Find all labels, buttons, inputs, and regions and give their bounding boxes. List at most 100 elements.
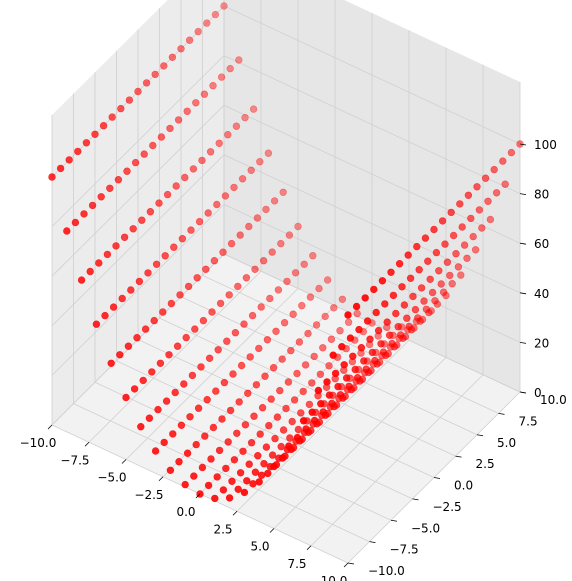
data-point — [160, 438, 168, 447]
data-point — [437, 280, 445, 288]
y-tick — [433, 477, 441, 479]
data-point — [133, 334, 141, 342]
data-point — [499, 157, 507, 165]
data-point — [323, 276, 332, 284]
data-point — [234, 485, 242, 493]
data-point — [396, 331, 405, 339]
data-point — [188, 371, 197, 380]
data-point — [176, 291, 184, 299]
data-point — [349, 352, 357, 360]
data-point — [229, 370, 237, 378]
data-point — [443, 258, 452, 266]
data-point — [95, 259, 103, 267]
data-point — [122, 393, 130, 402]
data-point — [71, 218, 80, 227]
data-point — [278, 355, 286, 363]
data-point — [182, 333, 190, 342]
y-tick-label: 0.0 — [454, 479, 473, 493]
y-tick-label: 5.0 — [497, 436, 516, 450]
data-point — [225, 494, 234, 502]
data-point — [300, 260, 308, 268]
data-point — [214, 346, 222, 354]
data-point — [299, 417, 308, 425]
data-point — [212, 387, 220, 395]
data-point — [199, 316, 208, 325]
data-point — [250, 412, 258, 420]
data-point — [251, 468, 260, 476]
data-point — [262, 205, 270, 214]
data-point — [118, 294, 126, 303]
data-point — [226, 64, 234, 73]
data-point — [291, 269, 300, 277]
data-point — [135, 277, 144, 286]
data-point — [285, 442, 293, 450]
x-tick-label: −7.5 — [60, 453, 89, 467]
data-point — [48, 173, 56, 181]
data-point — [271, 434, 279, 443]
grid-line — [51, 154, 225, 327]
data-point — [383, 318, 391, 326]
x-tick-label: −2.5 — [134, 488, 163, 502]
data-point — [284, 378, 293, 386]
data-point — [481, 174, 490, 182]
data-point — [501, 180, 509, 188]
data-point — [446, 271, 454, 280]
data-point — [193, 274, 201, 282]
data-point — [156, 359, 165, 367]
data-point — [372, 308, 380, 317]
x-tick — [195, 493, 201, 499]
data-point — [129, 225, 137, 233]
data-point — [414, 314, 422, 322]
data-point — [224, 131, 232, 139]
data-point — [180, 380, 188, 388]
data-point — [403, 314, 411, 322]
data-point — [279, 426, 288, 434]
data-point — [245, 222, 253, 231]
data-point — [77, 276, 86, 284]
data-point — [148, 368, 156, 376]
data-point — [486, 215, 495, 224]
z-tick — [519, 143, 527, 146]
data-point — [162, 397, 171, 405]
data-point — [219, 486, 228, 494]
data-point — [160, 62, 168, 70]
data-point — [184, 282, 193, 291]
x-tick — [84, 441, 90, 447]
data-point — [241, 113, 249, 122]
data-point — [413, 242, 421, 251]
data-point — [428, 288, 437, 297]
data-point — [260, 460, 268, 468]
data-point — [108, 113, 116, 121]
data-point — [467, 214, 475, 223]
x-tick — [306, 545, 312, 551]
data-point — [325, 362, 333, 370]
data-point — [197, 363, 205, 371]
data-point — [245, 460, 253, 468]
data-point — [457, 271, 465, 279]
data-point — [305, 400, 314, 409]
data-point — [478, 224, 486, 232]
data-point — [183, 449, 192, 457]
y-tick-label: −7.5 — [390, 543, 419, 557]
data-point — [227, 239, 236, 248]
data-point — [338, 343, 346, 351]
data-point — [208, 308, 216, 316]
data-point — [452, 250, 460, 258]
y-tick — [369, 541, 376, 544]
data-point — [266, 294, 274, 303]
data-point — [507, 148, 516, 157]
y-tick-label: −10.0 — [368, 564, 405, 578]
data-point — [420, 297, 428, 305]
data-point — [330, 304, 338, 312]
data-point — [186, 413, 194, 421]
data-point — [159, 308, 167, 316]
z-tick — [519, 342, 527, 344]
data-point — [219, 248, 227, 256]
data-point — [338, 295, 347, 303]
data-point — [329, 351, 337, 359]
data-point — [388, 339, 396, 348]
data-point — [301, 361, 310, 369]
data-point — [203, 19, 211, 27]
data-point — [449, 231, 458, 240]
data-point — [194, 27, 202, 36]
